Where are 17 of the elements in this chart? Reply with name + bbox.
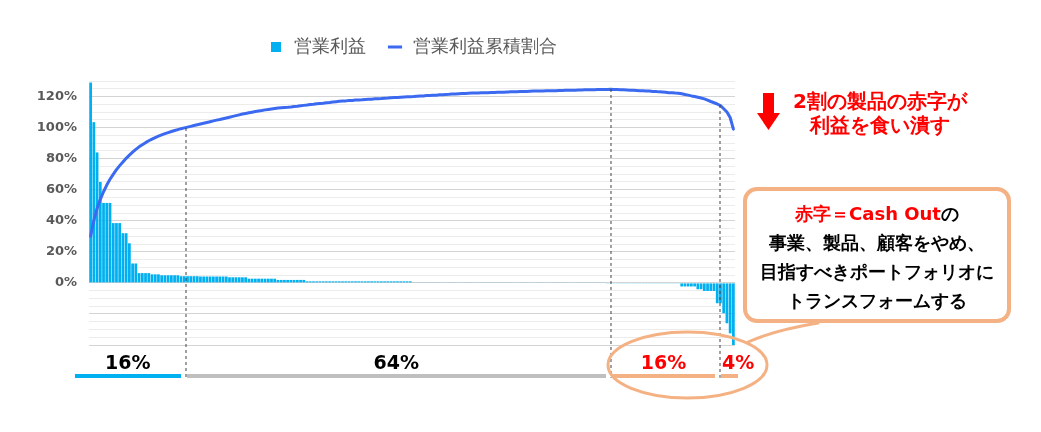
- text: 2割の製品の赤字が利益を食い潰す: [792, 89, 969, 137]
- y-tick-label: 40%: [45, 212, 77, 228]
- y-tick-label: 0%: [54, 274, 77, 290]
- text: 事業、製品、顧客をやめ、目指すべきポートフォリオにトランスフォームする: [759, 230, 995, 313]
- y-tick-label: 20%: [45, 243, 77, 259]
- text: 4%: [722, 350, 755, 374]
- legend-label: 営業利益: [294, 34, 366, 56]
- text: 16%: [640, 350, 687, 374]
- legend-label: 営業利益累積割合: [413, 34, 557, 56]
- y-tick-label: 80%: [45, 150, 77, 166]
- y-tick-label: 100%: [36, 118, 77, 134]
- y-tick-label: 120%: [36, 87, 77, 103]
- text: 赤字＝Cash Out: [795, 202, 941, 224]
- text: の: [940, 202, 959, 224]
- text: 16%: [105, 350, 151, 374]
- text: 64%: [373, 350, 420, 374]
- y-tick-label: 60%: [45, 181, 77, 197]
